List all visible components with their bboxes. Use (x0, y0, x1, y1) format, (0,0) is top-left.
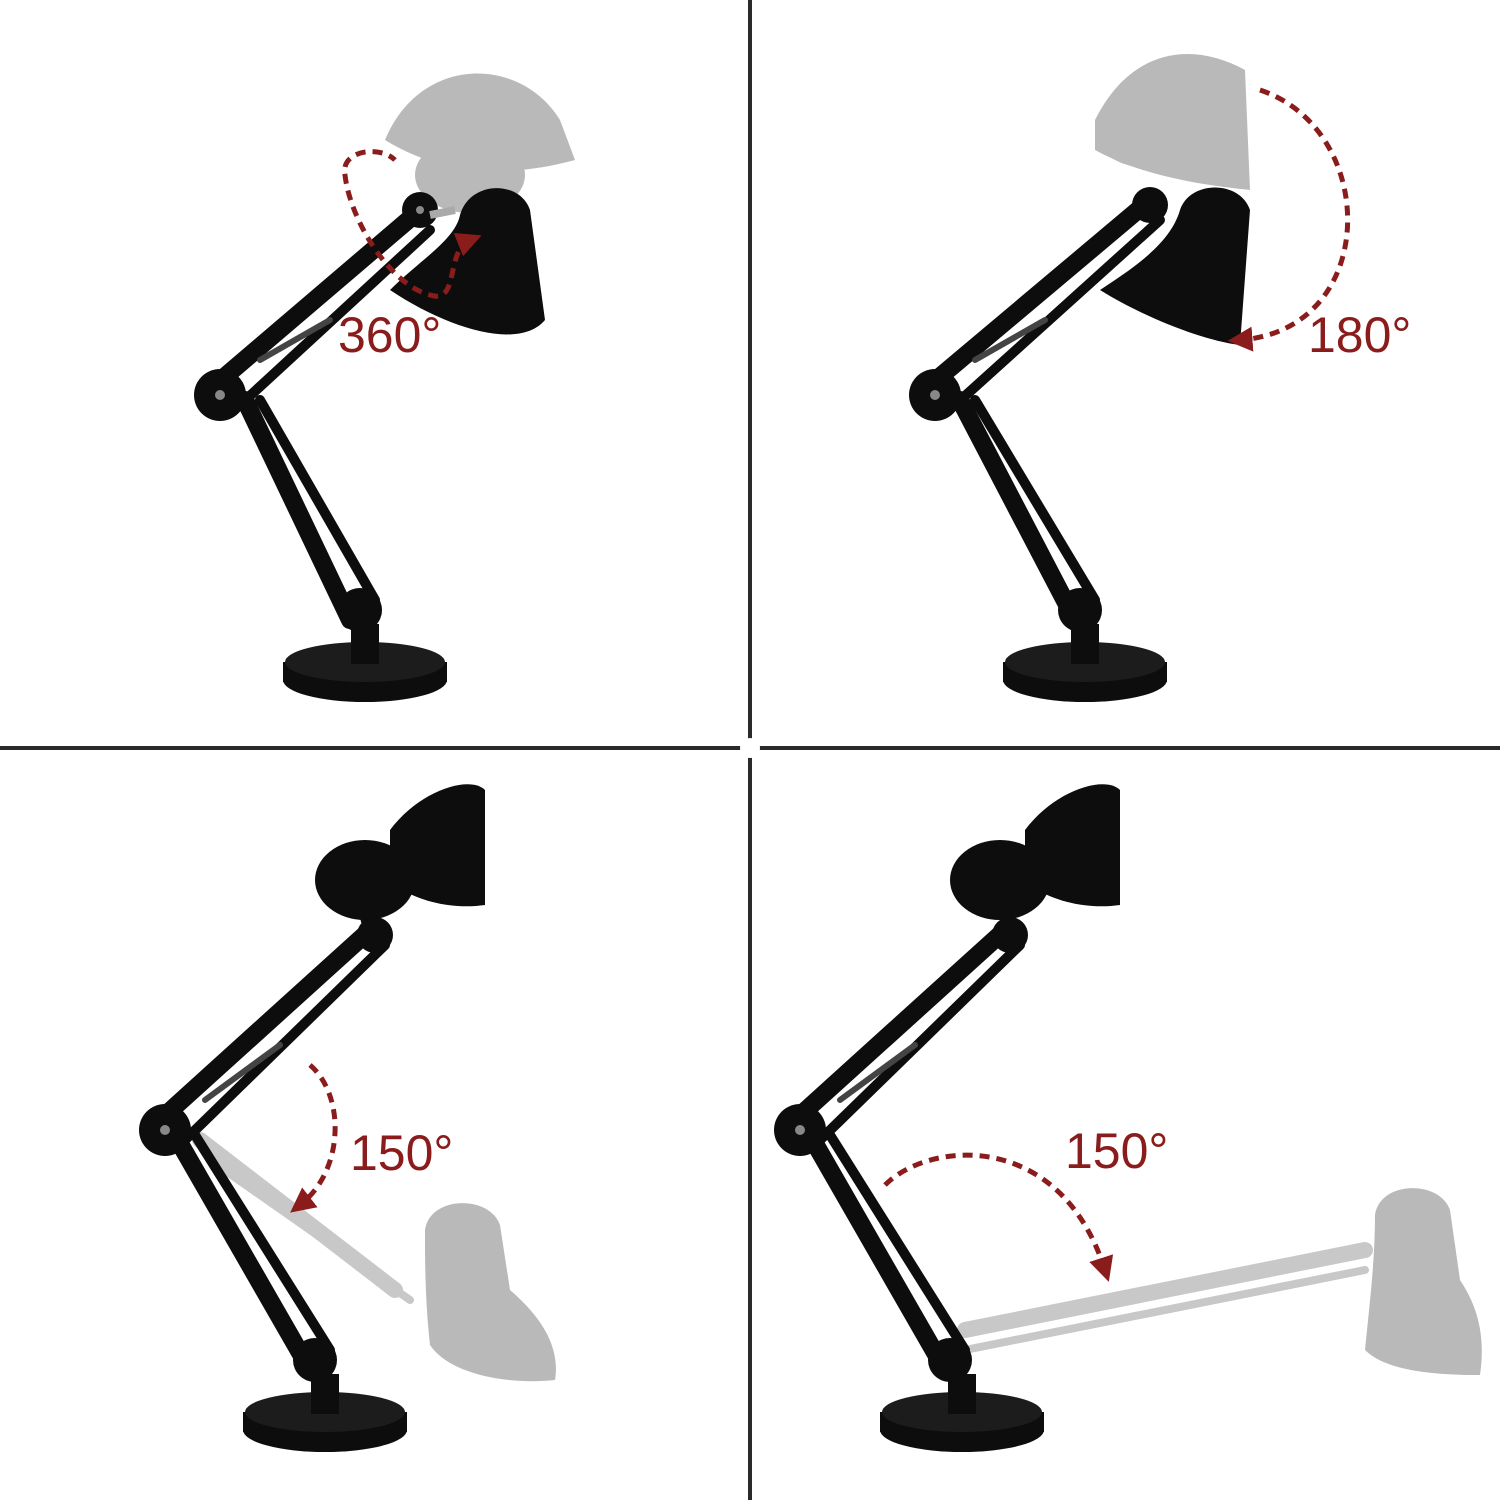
lamp-joints (194, 192, 438, 632)
angle-label: 150° (350, 1125, 453, 1181)
panel-bottom-right: 150° (774, 784, 1482, 1452)
lamp-base (283, 624, 447, 702)
lamp-base (1003, 624, 1167, 702)
lamp-joints (774, 917, 1028, 1382)
lamp-arms (921, 191, 1165, 629)
lamp-joints (139, 917, 393, 1382)
lamp-shade (950, 784, 1120, 920)
lamp-joints (909, 187, 1168, 632)
lower-arrow (290, 1063, 338, 1213)
ghost-lamp-arm (957, 1242, 1373, 1354)
panel-top-left: 360° (194, 73, 575, 702)
angle-label: 150° (1065, 1123, 1168, 1179)
lamp-arms (206, 201, 435, 629)
lamp-base (880, 1374, 1044, 1452)
ghost-lamp-shade (1365, 1188, 1482, 1375)
rotation-arrow (342, 149, 482, 299)
ghost-lamp-shade (385, 73, 575, 213)
lamp-base (243, 1374, 407, 1452)
lamp-arms (786, 921, 1025, 1379)
lamp-shade (1100, 187, 1250, 345)
ghost-lamp-shade (1095, 54, 1250, 191)
ghost-lamp-shade (425, 1203, 556, 1382)
panel-top-right: 180° (909, 54, 1411, 702)
ghost-lamp-arm (192, 1132, 414, 1304)
lamp-arms (151, 895, 390, 1379)
panel-bottom-left: 150° (139, 784, 556, 1452)
tilt-arrow (1227, 87, 1350, 352)
extend-arrow (883, 1152, 1114, 1282)
angle-label: 180° (1308, 307, 1411, 363)
divider-center-highlight (740, 738, 760, 758)
lamp-shade (390, 188, 545, 335)
lamp-shade (315, 784, 485, 920)
angle-label: 360° (338, 307, 441, 363)
